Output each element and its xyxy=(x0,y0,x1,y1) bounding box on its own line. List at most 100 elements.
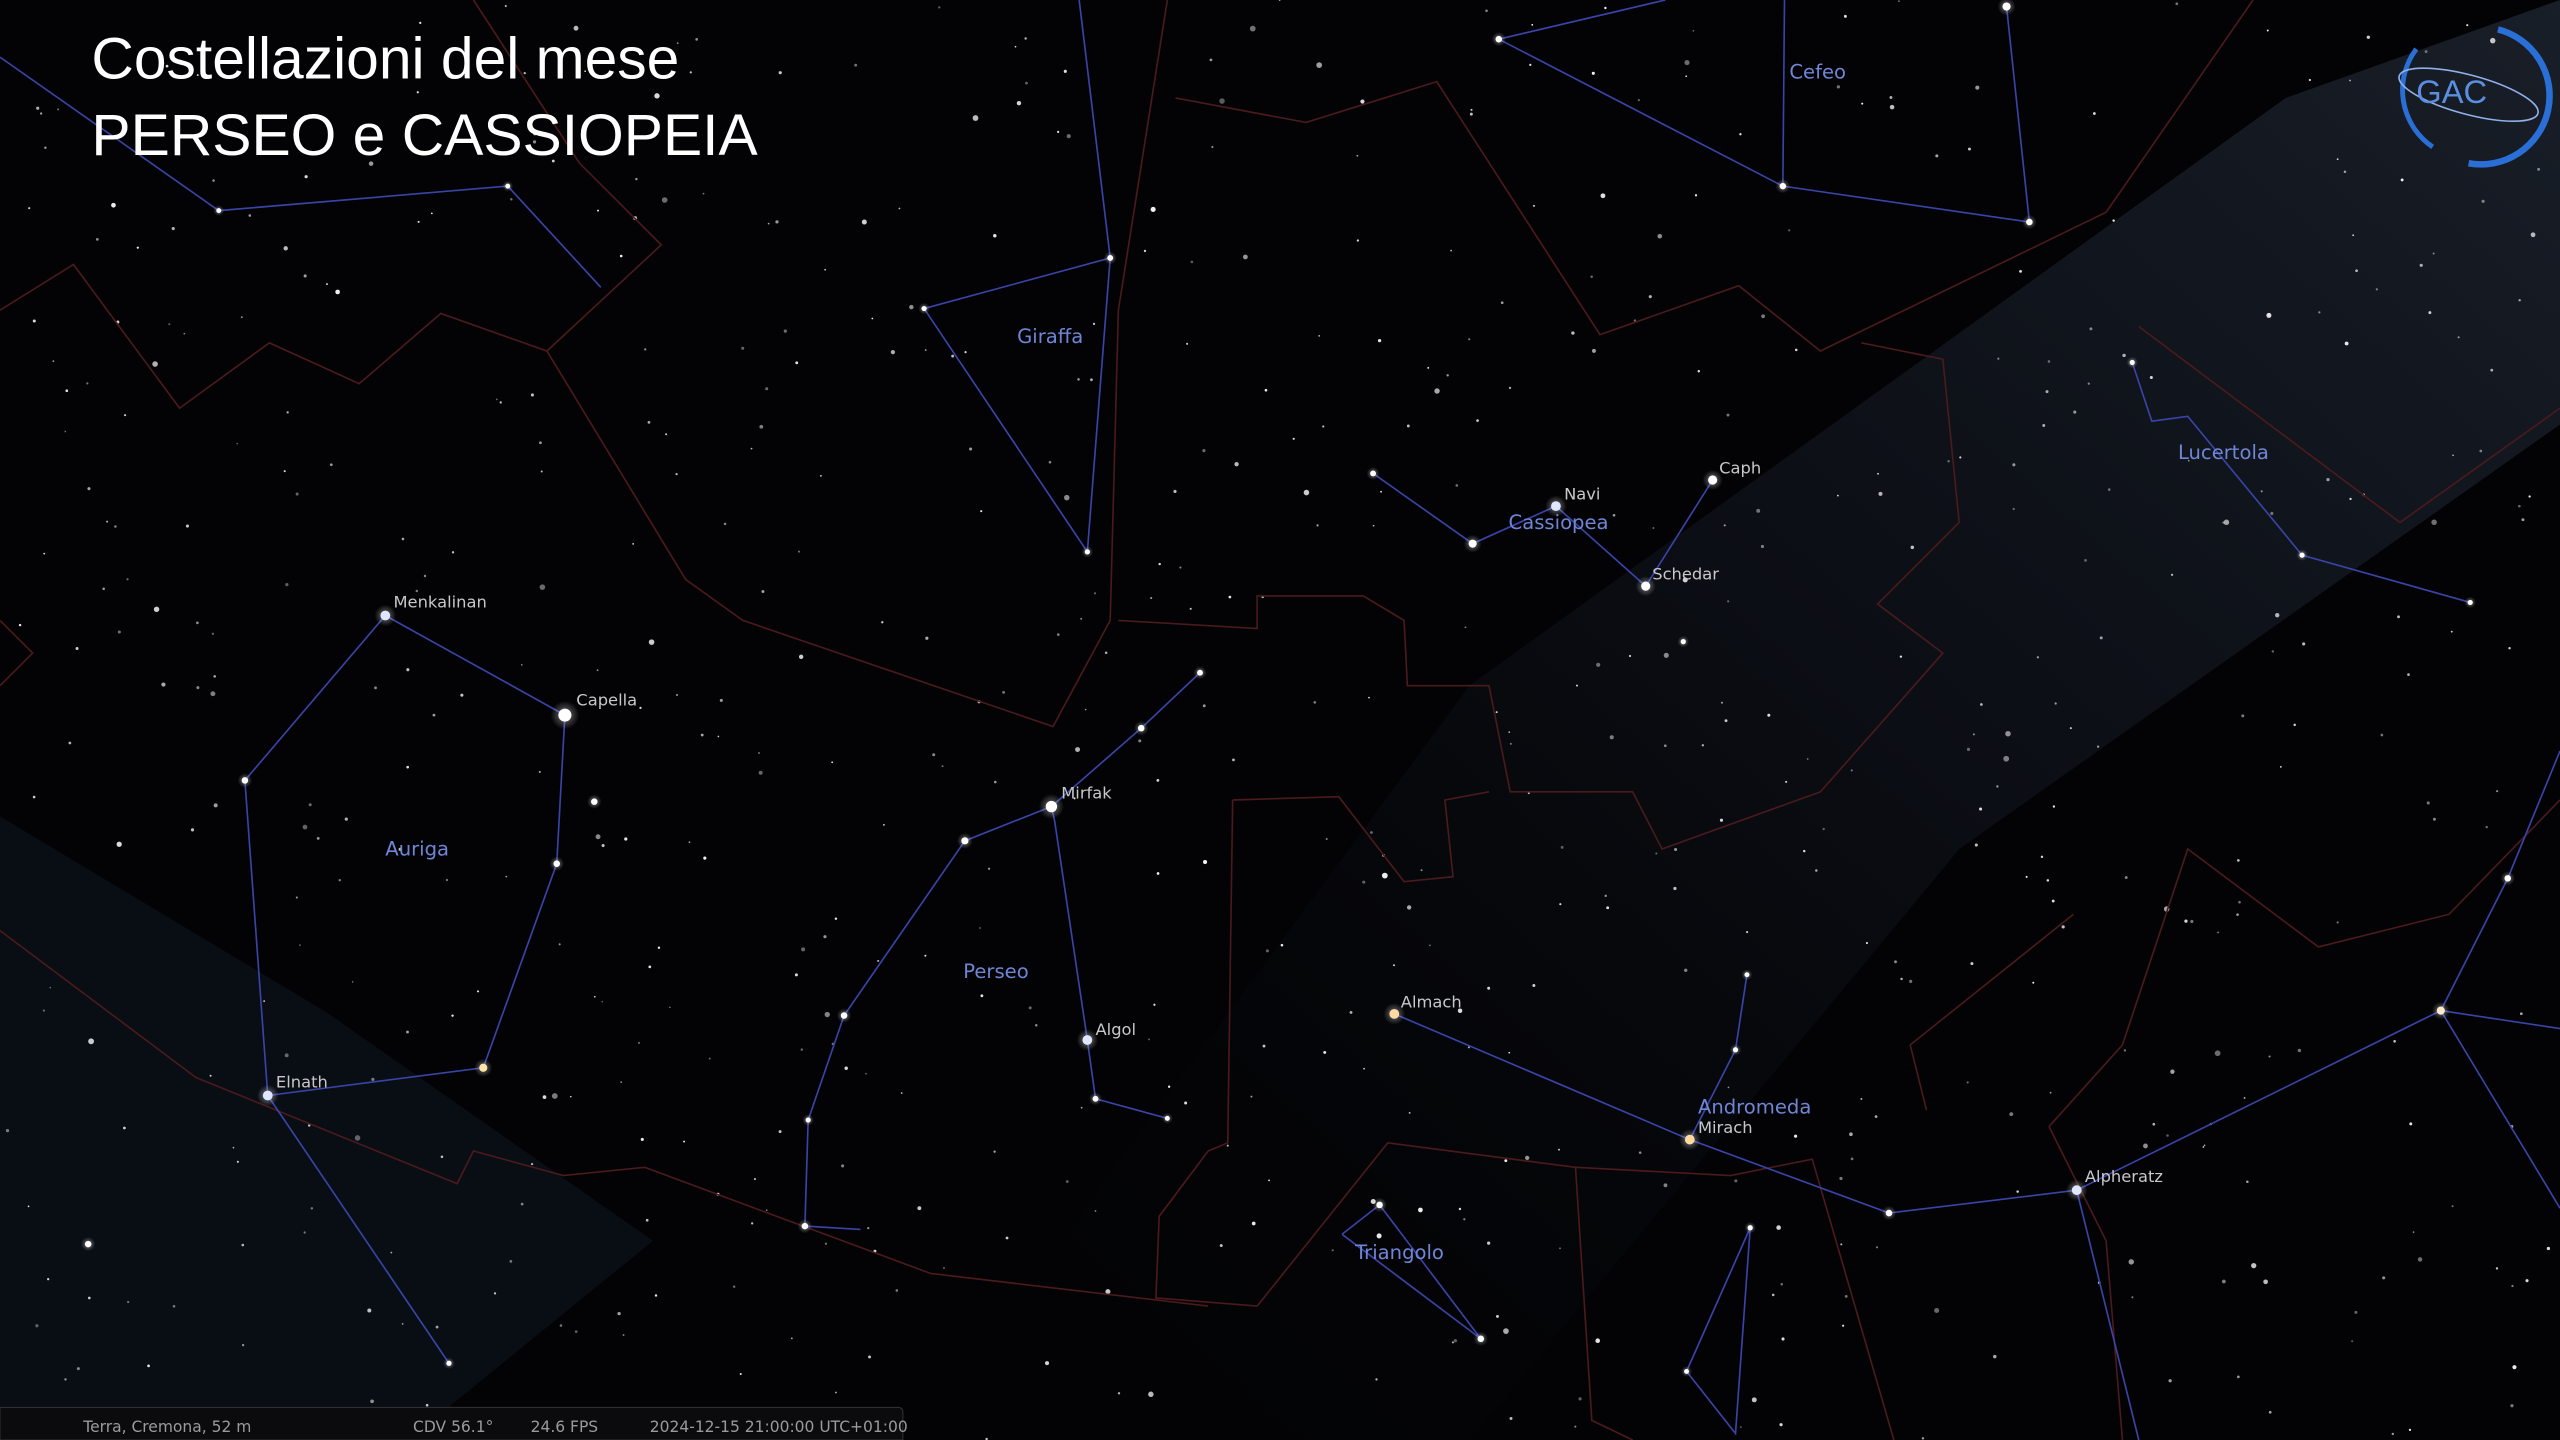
star xyxy=(283,246,288,251)
star xyxy=(2279,765,2282,768)
star xyxy=(435,1325,439,1329)
star xyxy=(1219,98,1225,104)
star xyxy=(2302,642,2306,646)
star xyxy=(1458,1207,1462,1211)
star xyxy=(523,72,526,75)
star xyxy=(1251,1221,1256,1226)
star xyxy=(867,1226,870,1230)
star xyxy=(1092,1095,1099,1102)
star xyxy=(1558,1148,1560,1151)
star xyxy=(824,1242,828,1245)
star xyxy=(1860,1097,1863,1100)
star xyxy=(624,837,628,841)
star xyxy=(2354,1310,2358,1314)
star xyxy=(1684,968,1688,972)
star xyxy=(969,447,973,451)
star xyxy=(2092,112,2096,115)
star xyxy=(136,246,139,249)
status-bar-bg xyxy=(0,1406,904,1440)
star xyxy=(1996,785,1999,788)
star xyxy=(2128,1259,2134,1265)
star xyxy=(1137,724,1145,732)
star xyxy=(532,140,537,144)
star xyxy=(2397,615,2400,619)
star xyxy=(2297,1048,2302,1053)
star xyxy=(86,382,89,385)
star xyxy=(669,1006,671,1009)
star xyxy=(695,38,698,41)
star xyxy=(569,1095,572,1098)
star xyxy=(538,770,541,773)
star xyxy=(2170,1069,2175,1074)
star xyxy=(1673,886,1677,891)
star xyxy=(619,254,623,258)
star xyxy=(723,522,727,526)
star xyxy=(1708,475,1718,485)
star xyxy=(1453,1339,1457,1343)
star xyxy=(1947,460,1950,463)
star xyxy=(1203,859,1208,865)
star xyxy=(1612,513,1616,517)
star xyxy=(1894,960,1897,964)
star xyxy=(5,1129,10,1133)
star xyxy=(2419,263,2423,267)
star xyxy=(401,1323,404,1325)
status-fov: CDV 56.1° xyxy=(413,1418,493,1436)
star xyxy=(2451,1205,2454,1208)
star xyxy=(798,654,804,659)
star xyxy=(797,550,801,553)
star xyxy=(495,398,498,401)
star xyxy=(2326,478,2330,482)
star xyxy=(2271,650,2275,653)
star xyxy=(1657,233,1663,239)
star xyxy=(1503,1328,1509,1334)
star xyxy=(65,389,69,393)
star xyxy=(2089,327,2093,331)
star xyxy=(2391,1432,2395,1436)
star xyxy=(1362,880,1366,884)
star xyxy=(168,323,171,326)
star xyxy=(2268,1410,2272,1414)
star xyxy=(2504,875,2512,882)
star xyxy=(240,316,243,319)
star xyxy=(1966,1081,1969,1084)
star xyxy=(406,765,410,769)
star xyxy=(2268,1055,2271,1058)
star xyxy=(951,354,955,358)
star xyxy=(2241,714,2245,718)
star xyxy=(925,636,929,640)
star xyxy=(1377,338,1382,343)
star xyxy=(1202,449,1206,453)
star xyxy=(57,108,60,111)
star xyxy=(213,803,218,808)
star xyxy=(116,841,122,847)
star xyxy=(2450,630,2453,633)
star xyxy=(1840,1243,1843,1246)
star xyxy=(1470,108,1473,111)
star xyxy=(1316,524,1319,527)
star xyxy=(417,220,420,223)
star xyxy=(1637,98,1640,102)
star xyxy=(1875,1246,1879,1249)
star xyxy=(2349,497,2352,501)
star xyxy=(1150,596,1153,600)
star xyxy=(479,1063,488,1072)
star xyxy=(1045,800,1058,813)
star xyxy=(683,1140,686,1143)
star xyxy=(374,686,377,690)
star xyxy=(1464,626,1467,629)
star xyxy=(1331,1249,1334,1252)
star xyxy=(1508,731,1511,733)
star xyxy=(1815,869,1818,872)
star xyxy=(938,6,941,9)
star xyxy=(2184,919,2188,923)
star xyxy=(2042,424,2046,427)
star xyxy=(1408,1111,1411,1114)
star xyxy=(1024,37,1027,40)
star xyxy=(1839,1176,1843,1181)
star xyxy=(790,1337,793,1340)
star xyxy=(171,227,175,231)
star xyxy=(593,995,596,998)
star xyxy=(1972,733,1975,736)
star xyxy=(87,487,91,491)
